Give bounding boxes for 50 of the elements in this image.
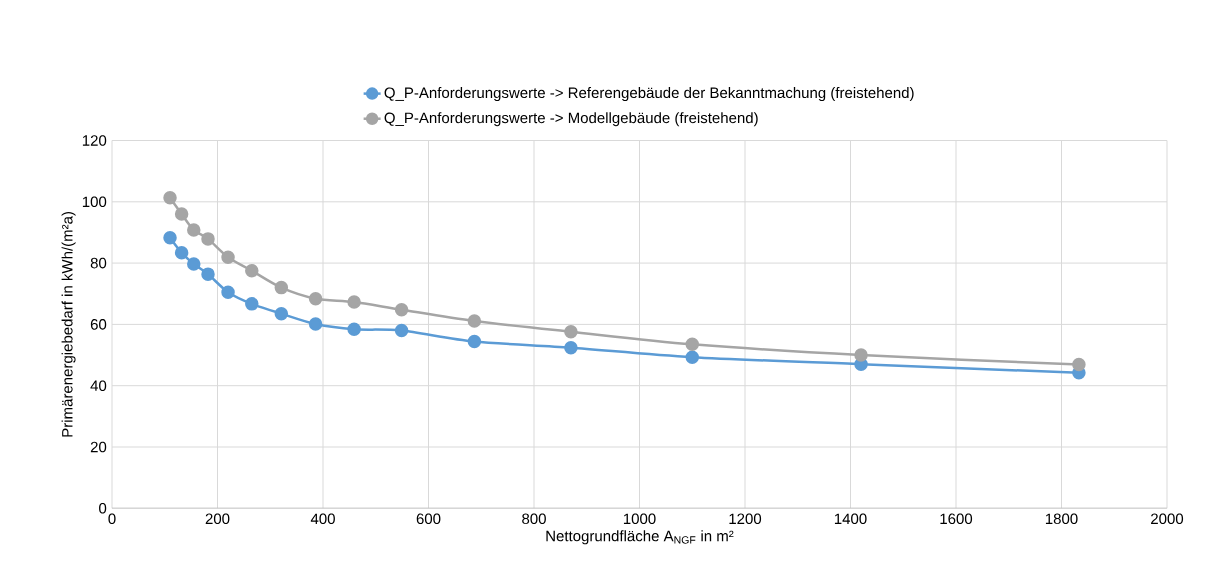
point [245, 297, 259, 311]
point [201, 267, 215, 281]
x-tick-label: 1200 [729, 513, 762, 525]
point [274, 280, 289, 295]
point [347, 295, 361, 309]
point [394, 323, 409, 338]
point [201, 232, 215, 246]
y-tick-label: 100 [82, 196, 107, 208]
point [221, 250, 235, 265]
x-tick-label: 2000 [1151, 513, 1184, 525]
point [685, 350, 699, 364]
point [854, 348, 868, 362]
point [163, 191, 177, 205]
point [187, 223, 201, 237]
y-tick-label: 20 [90, 441, 107, 453]
y-tick-label: 80 [90, 257, 107, 269]
point [467, 334, 482, 349]
point [308, 317, 323, 331]
point [274, 306, 289, 321]
x-tick-label: 1800 [1045, 513, 1078, 525]
y-tick-label: 0 [99, 503, 107, 514]
x-tick-label: 1600 [940, 513, 973, 525]
legend-label: Q_P-Anforderungswerte -> Referengebäude der Bekanntmachung (freistehend) [384, 87, 914, 102]
point [163, 230, 177, 245]
point [564, 325, 578, 339]
point [187, 257, 201, 271]
point [1072, 357, 1086, 372]
y-tick-label: 60 [90, 319, 107, 330]
point [308, 291, 323, 306]
point [467, 314, 482, 328]
x-tick-label: 400 [310, 513, 335, 525]
y-tick-label: 120 [82, 135, 107, 146]
legend-label: Q_P-Anforderungswerte -> Modellgebäude (freistehend) [384, 112, 758, 127]
x-tick-label: 0 [108, 513, 116, 525]
x-tick-label: 600 [416, 513, 441, 525]
y-tick-label: 40 [90, 380, 107, 391]
point [347, 322, 361, 337]
y-axis-title: Primärenergiebedarf in kWh/(m²a) [61, 212, 76, 437]
point [245, 264, 259, 278]
x-tick-label: 1000 [623, 513, 656, 525]
x-axis-title: Nettogrundfläche A$_{NGF}$ in m² [546, 530, 734, 545]
x-tick-label: 800 [522, 513, 546, 525]
point [174, 207, 189, 221]
point [394, 302, 409, 317]
point [221, 285, 235, 299]
point [174, 245, 189, 260]
x-tick-label: 200 [205, 513, 230, 525]
x-tick-label: 1400 [834, 513, 867, 525]
point [564, 340, 578, 355]
point [685, 337, 699, 352]
